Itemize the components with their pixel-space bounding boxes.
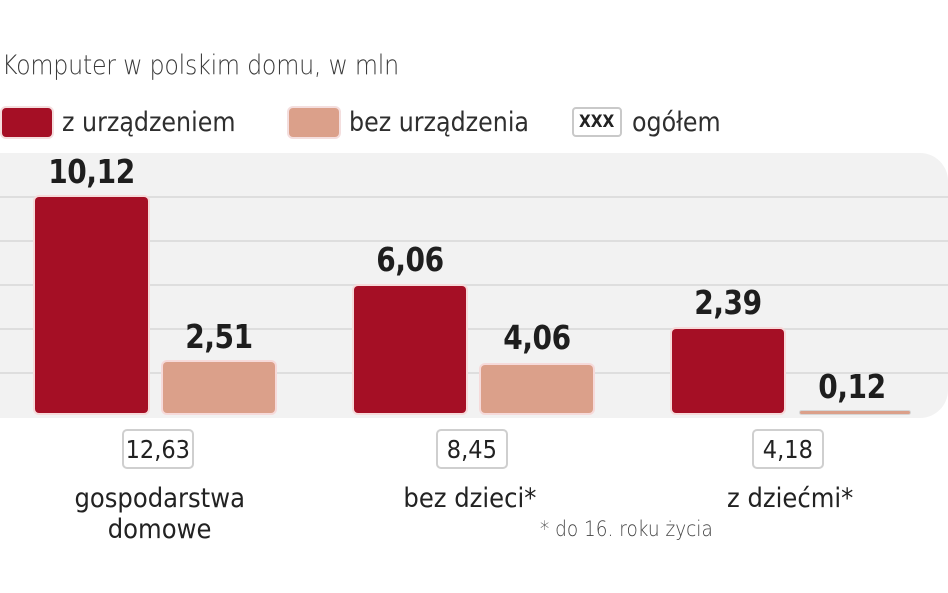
gridline (0, 240, 948, 242)
footnote: * do 16. roku życia (540, 517, 713, 541)
bar-without-device (800, 411, 910, 414)
legend-swatch-with-device (2, 107, 52, 137)
total-label: 8,45 (436, 429, 508, 469)
gridline (0, 284, 948, 286)
value-label-with-device: 6,06 (376, 240, 444, 279)
legend-label-with-device: z urządzeniem (62, 106, 236, 138)
total-label: 4,18 (752, 429, 824, 469)
legend-item-with-device: z urządzeniem (2, 107, 259, 138)
category-label: gospodarstwa domowe (74, 483, 246, 545)
chart-title: Komputer w polskim domu, w mln (2, 50, 399, 81)
category-label: z dziećmi* (726, 483, 854, 514)
bar-without-device (163, 362, 275, 413)
legend-item-total: XXX ogółem (571, 106, 733, 138)
legend-label-total: ogółem (631, 106, 721, 138)
value-label-with-device: 10,12 (48, 152, 135, 191)
legend-swatch-without-device (289, 107, 340, 137)
plot-area (0, 153, 948, 418)
legend-total-marker: XXX (571, 107, 622, 137)
total-label: 12,63 (122, 429, 194, 469)
legend: z urządzeniem bez urządzenia XXX ogółem (2, 105, 732, 139)
category-label: bez dzieci* (403, 483, 537, 514)
legend-item-without-device: bez urządzenia (289, 107, 554, 138)
gridline (0, 372, 948, 374)
value-label-with-device: 2,39 (694, 283, 762, 322)
value-label-without-device: 0,12 (818, 367, 886, 406)
bar-without-device (481, 365, 593, 413)
value-label-without-device: 4,06 (503, 318, 571, 357)
bar-with-device (672, 329, 784, 413)
bar-with-device (354, 286, 466, 413)
gridline (0, 328, 948, 330)
gridline (0, 196, 948, 198)
bar-with-device (35, 197, 148, 413)
legend-label-without-device: bez urządzenia (349, 106, 530, 138)
value-label-without-device: 2,51 (185, 317, 253, 356)
